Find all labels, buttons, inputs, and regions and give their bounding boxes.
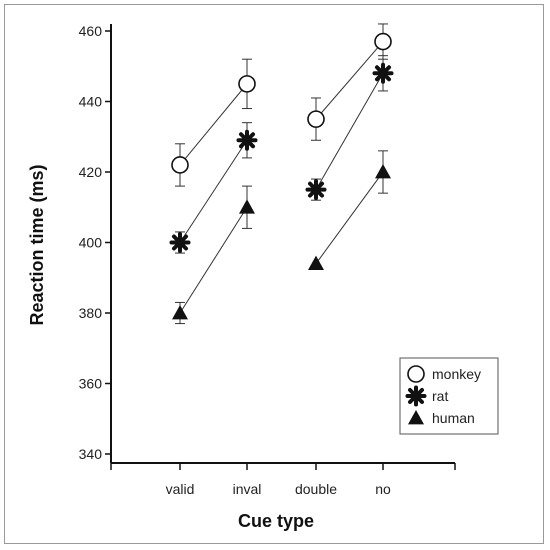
axes-layer [110,24,455,464]
monkey-connector-line [315,41,384,120]
chart-frame [4,4,544,544]
rat-connector-line [179,140,248,243]
x-tick-label: valid [166,481,195,497]
legend-rat-marker-stroke [407,387,425,405]
ticks-layer: 340 360 380 400 420 440 460 valid inval double no [79,23,456,497]
markers-layer [169,32,394,320]
human-marker [308,255,324,271]
monkey-marker [374,32,392,51]
human-connector-line [315,171,384,264]
legend-human-label: human [432,410,475,426]
rat-marker-stroke [171,234,189,251]
rat-marker [169,232,191,253]
y-tick-label: 380 [79,305,103,321]
rat-marker [305,179,327,201]
error-bars-layer [175,23,388,325]
legend-rat-label: rat [432,388,448,404]
y-tick-label: 440 [79,94,103,110]
rat-marker [372,62,394,84]
monkey-marker [238,75,256,93]
rat-marker [236,129,258,151]
legend-rat-marker [405,385,427,407]
rat-connector-line [315,73,384,190]
legend-human-marker [408,410,424,425]
monkey-marker [171,156,189,174]
y-tick-label: 360 [79,376,103,392]
monkey-marker [307,110,325,128]
rat-marker-stroke [374,65,392,82]
x-axis-title: Cue type [238,511,314,531]
y-axis-title: Reaction time (ms) [27,164,47,325]
legend: monkey rat human [399,357,499,435]
human-marker [375,164,391,179]
rat-marker-stroke [238,132,256,149]
monkey-connector-line [179,83,248,166]
rat-marker-stroke [307,181,325,198]
x-tick-label: inval [233,481,262,497]
x-tick-label: double [295,481,337,497]
y-tick-label: 460 [79,23,103,39]
legend-monkey-marker [407,365,425,383]
legend-monkey-label: monkey [432,366,481,382]
x-tick-label: no [375,481,391,497]
y-tick-label: 340 [79,446,103,462]
human-connector-line [179,206,248,314]
human-marker [239,199,255,214]
connector-lines-layer [179,41,384,314]
human-marker [172,305,188,320]
y-tick-label: 400 [79,235,103,251]
y-tick-label: 420 [79,164,103,180]
